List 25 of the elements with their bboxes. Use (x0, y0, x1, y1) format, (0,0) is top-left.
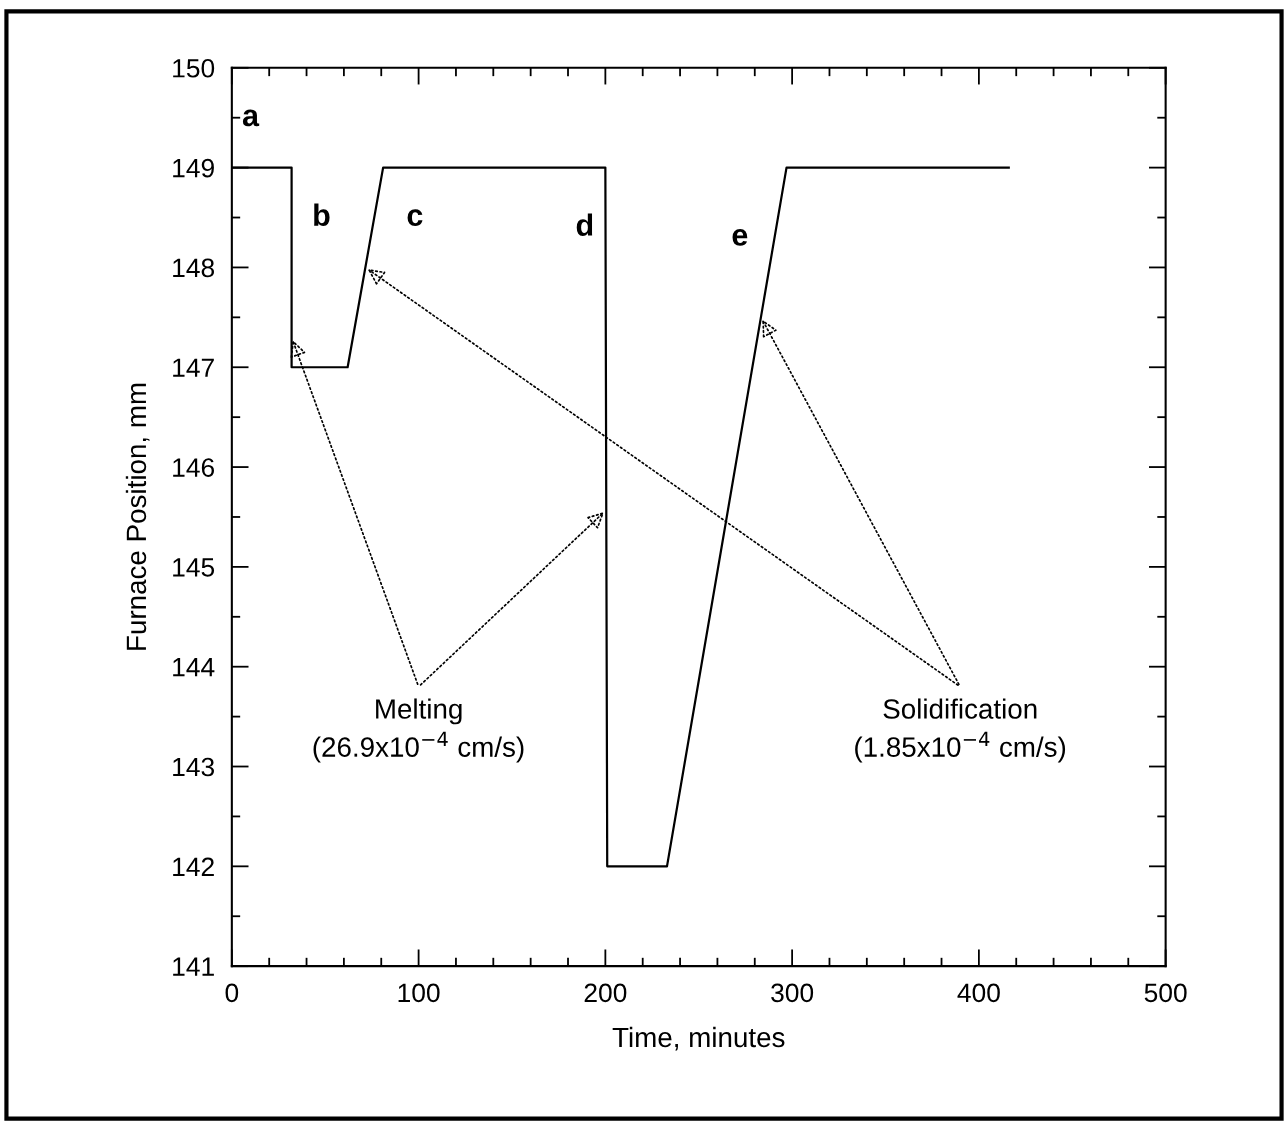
y-tick-label: 146 (173, 458, 215, 477)
y-tick-label: 141 (173, 957, 214, 976)
y-tick-label: 149 (173, 158, 214, 178)
y-axis-title: Furnace Position, mm (125, 383, 150, 650)
y-tick-label: 143 (173, 757, 215, 777)
x-tick-label: 200 (584, 983, 627, 1003)
x-tick-label: 400 (957, 983, 1000, 1003)
annotation: Solidification (1.85x10$^{−4}$ cm/s) (855, 698, 1066, 763)
x-tick-label: 300 (771, 983, 814, 1003)
y-tick-label: 147 (173, 358, 214, 377)
y-tick-label: 150 (173, 58, 215, 78)
y-tick-label: 144 (173, 658, 215, 677)
x-tick-label: 500 (1144, 983, 1187, 1003)
y-tick-label: 148 (173, 258, 215, 278)
annotation: d (576, 213, 593, 236)
annotation: e (732, 229, 748, 246)
annotation: a (242, 109, 260, 127)
x-axis-title: Time, minutes (612, 1026, 785, 1051)
y-tick-label: 142 (173, 857, 214, 876)
y-tick-label: 145 (173, 558, 215, 577)
annotation: Melting (26.9x10$^{−4}$ cm/s) (313, 698, 524, 763)
x-tick-label: 0 (225, 983, 239, 1003)
annotation: b (314, 203, 330, 227)
annotation: c (407, 209, 423, 227)
x-tick-label: 100 (398, 983, 440, 1003)
